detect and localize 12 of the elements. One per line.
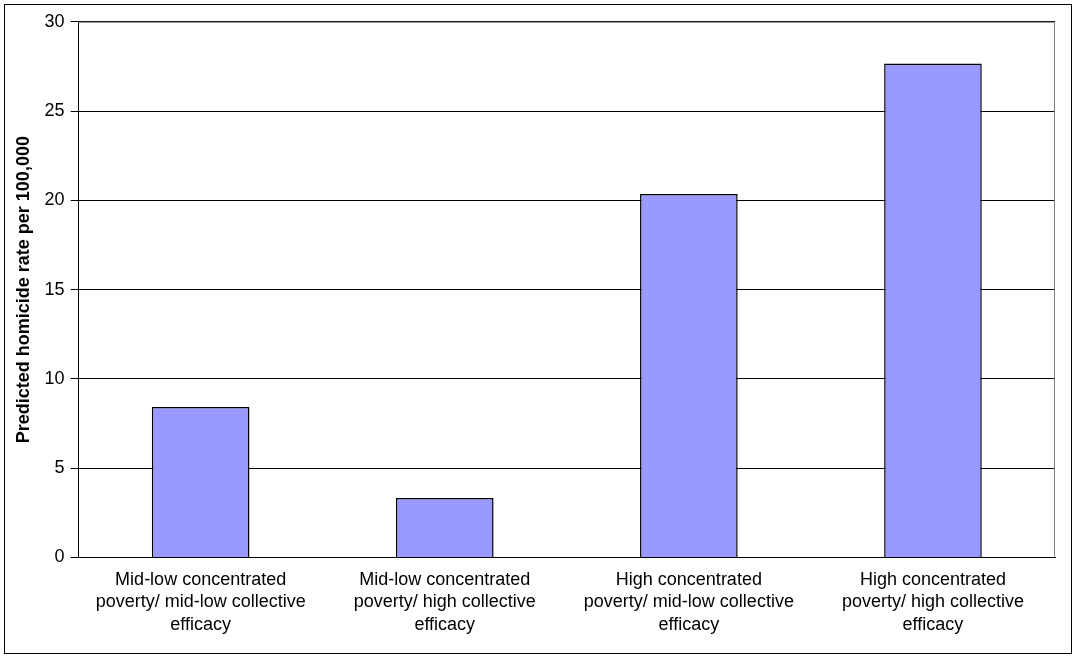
y-tick-label: 20	[44, 189, 65, 210]
x-tick-label: High concentrated poverty/ high collective efficacy	[841, 568, 1024, 634]
y-tick-label: 25	[44, 100, 65, 121]
x-tick-label: Mid-low concentrated poverty/ high collective efficacy	[353, 568, 536, 634]
x-tick-label: Mid-low concentrated poverty/ mid-low collective efficacy	[95, 568, 306, 634]
y-tick-label: 15	[44, 278, 65, 299]
y-tick-label: 10	[44, 367, 65, 388]
y-tick-label: 5	[54, 457, 65, 478]
y-tick-label: 30	[44, 10, 65, 31]
x-tick-label: High concentrated poverty/ mid-low collective efficacy	[583, 568, 794, 634]
y-tick-label: 0	[54, 546, 65, 567]
y-axis-title: Predicted homicide rate per 100,000	[12, 136, 33, 444]
